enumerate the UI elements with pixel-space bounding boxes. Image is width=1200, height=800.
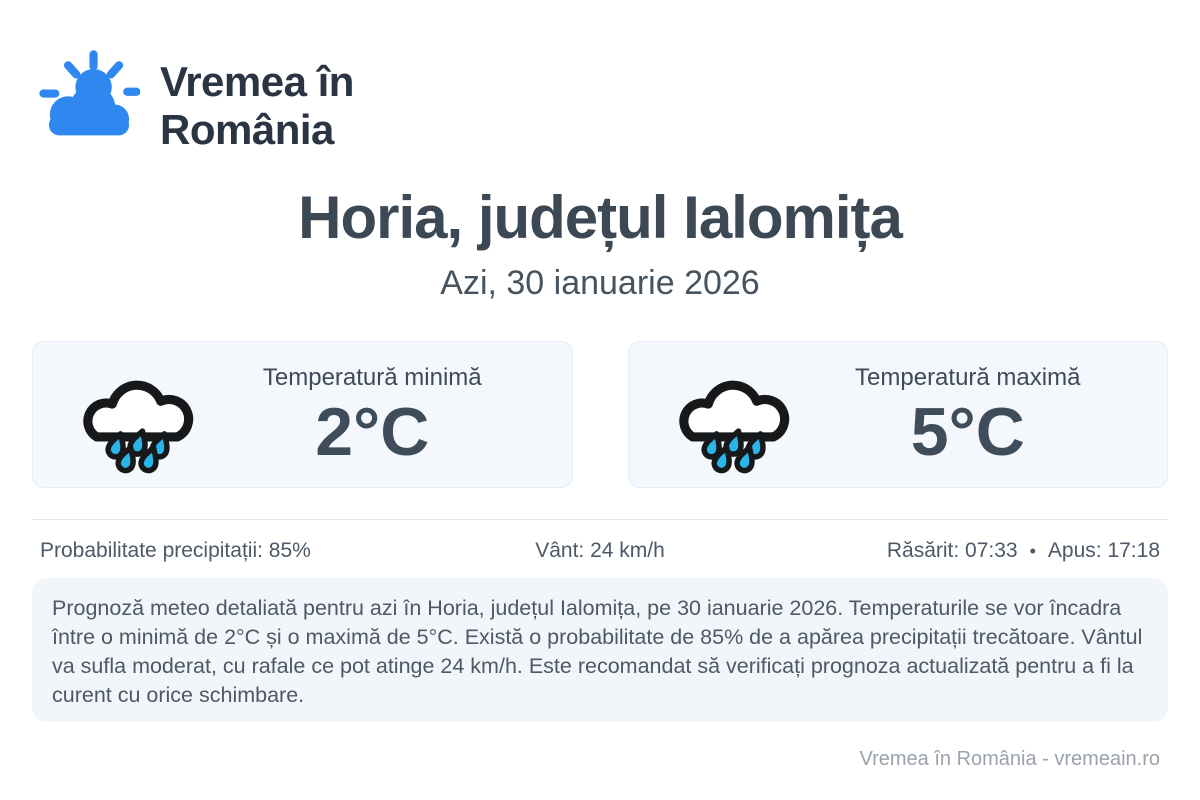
precipitation-stat: Probabilitate precipitații: 85% [40,539,311,562]
site-name-line1: Vremea în [160,58,354,105]
sunset-stat: Apus: 17:18 [1047,539,1160,562]
page-title: Horia, județul Ialomița [298,184,903,251]
site-name-line2: România [160,106,334,154]
site-name: Vremea în România [160,58,354,155]
bullet-separator: • [1029,540,1036,561]
stats-divider [32,519,1168,520]
max-temperature-label: Temperatură maximă [855,363,1081,391]
stats-row: Probabilitate precipitații: 85% Vânt: 24… [40,539,1160,563]
sun-times-stat: Răsărit: 07:33 • Apus: 17:18 [887,539,1160,563]
rain-cloud-icon [83,380,194,473]
min-temperature-text: Temperatură minimă 2°C [201,364,572,466]
rain-cloud-icon [678,380,789,473]
page-subtitle: Azi, 30 ianuarie 2026 [440,264,760,302]
max-temperature-card: Temperatură maximă 5°C [627,341,1168,488]
sun-cloud-logo-icon [39,50,140,136]
site-logo: Vremea în România [38,44,354,155]
sunrise-stat: Răsărit: 07:33 [886,539,1018,562]
max-temperature-value: 5°C [910,393,1025,470]
forecast-summary: Prognoză meteo detaliată pentru azi în H… [32,578,1168,722]
min-temperature-label: Temperatură minimă [262,363,482,391]
max-temperature-text: Temperatură maximă 5°C [797,364,1168,466]
temperature-cards: Temperatură minimă 2°C Temperatură maxim… [32,341,1168,488]
wind-stat: Vânt: 24 km/h [535,539,665,562]
min-temperature-card: Temperatură minimă 2°C [32,341,573,488]
footer-credit: Vremea în România - vremeain.ro [859,748,1161,770]
min-temperature-value: 2°C [315,393,430,470]
